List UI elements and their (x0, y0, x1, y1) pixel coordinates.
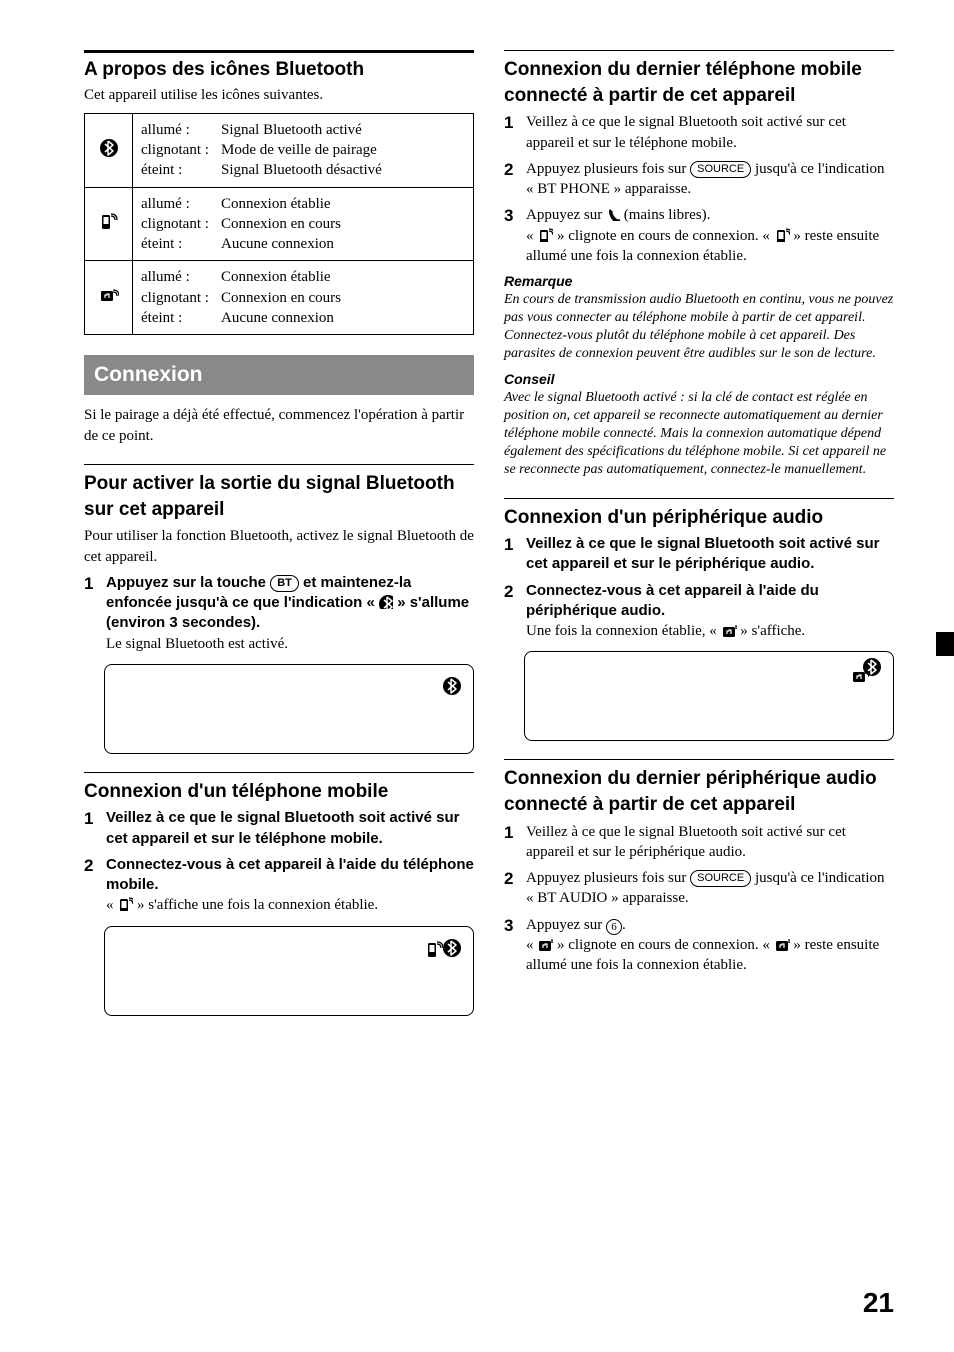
table-row: allumé :Connexion établie clignotant :Co… (85, 261, 474, 335)
bt-button-cap: BT (270, 575, 299, 592)
remark-body: En cours de transmission audio Bluetooth… (504, 291, 894, 364)
text-pairing-done: Si le pairage a déjà été effectué, comme… (84, 405, 474, 446)
audio-signal-icon (99, 287, 119, 305)
banner-connexion: Connexion (84, 355, 474, 395)
display-box-audio (524, 651, 894, 741)
step-lp-3: 3 Appuyez sur (mains libres). « » cligno… (504, 205, 894, 266)
audio-signal-icon (774, 937, 790, 951)
phone-signal-icon (425, 941, 443, 957)
table-row: allumé :Signal Bluetooth activé clignota… (85, 113, 474, 187)
edge-tab (936, 632, 954, 656)
step-lp-2: 2 Appuyez plusieurs fois sur SOURCE jusq… (504, 159, 894, 200)
heading-connect-phone: Connexion d'un téléphone mobile (84, 772, 474, 805)
phone-signal-icon (537, 228, 553, 242)
phone-signal-icon (774, 228, 790, 242)
audio-signal-icon (851, 668, 869, 684)
display-box-phone (104, 926, 474, 1016)
bluetooth-icon (379, 595, 393, 609)
page-number: 21 (863, 1284, 894, 1322)
bluetooth-icon (100, 139, 118, 157)
bluetooth-icon (443, 677, 461, 695)
handset-icon (606, 207, 620, 221)
heading-last-phone: Connexion du dernier téléphone mobile co… (504, 50, 894, 108)
bluetooth-icons-table: allumé :Signal Bluetooth activé clignota… (84, 113, 474, 335)
source-button-cap: SOURCE (690, 161, 751, 178)
step-enable-1: 1 Appuyez sur la touche BT et maintenez-… (84, 573, 474, 654)
audio-signal-icon (537, 937, 553, 951)
remark-heading: Remarque (504, 272, 894, 291)
step-audio-1: 1 Veillez à ce que le signal Bluetooth s… (504, 534, 894, 575)
right-column: Connexion du dernier téléphone mobile co… (504, 50, 894, 1020)
table-row: allumé :Connexion établie clignotant :Co… (85, 187, 474, 261)
text-enable-bt: Pour utiliser la fonction Bluetooth, act… (84, 526, 474, 567)
step-la-3: 3 Appuyez sur 6. « » clignote en cours d… (504, 915, 894, 976)
step-phone-1: 1 Veillez à ce que le signal Bluetooth s… (84, 808, 474, 849)
source-button-cap: SOURCE (690, 870, 751, 887)
text-about-icons: Cet appareil utilise les icônes suivante… (84, 85, 474, 105)
heading-last-audio: Connexion du dernier périphérique audio … (504, 759, 894, 817)
button-6-cap: 6 (606, 919, 622, 935)
phone-signal-icon (99, 213, 119, 231)
heading-connect-audio: Connexion d'un périphérique audio (504, 498, 894, 531)
display-box-bt (104, 664, 474, 754)
heading-enable-bt: Pour activer la sortie du signal Bluetoo… (84, 464, 474, 522)
audio-signal-icon (721, 623, 737, 637)
step-lp-1: 1 Veillez à ce que le signal Bluetooth s… (504, 112, 894, 153)
heading-about-icons: A propos des icônes Bluetooth (84, 50, 474, 83)
left-column: A propos des icônes Bluetooth Cet appare… (84, 50, 474, 1020)
step-phone-2: 2 Connectez-vous à cet appareil à l'aide… (84, 855, 474, 916)
step-la-1: 1 Veillez à ce que le signal Bluetooth s… (504, 822, 894, 863)
bluetooth-icon (443, 939, 461, 957)
step-la-2: 2 Appuyez plusieurs fois sur SOURCE jusq… (504, 868, 894, 909)
tip-heading: Conseil (504, 370, 894, 389)
tip-body: Avec le signal Bluetooth activé : si la … (504, 389, 894, 480)
step-audio-2: 2 Connectez-vous à cet appareil à l'aide… (504, 581, 894, 642)
phone-signal-icon (117, 897, 133, 911)
